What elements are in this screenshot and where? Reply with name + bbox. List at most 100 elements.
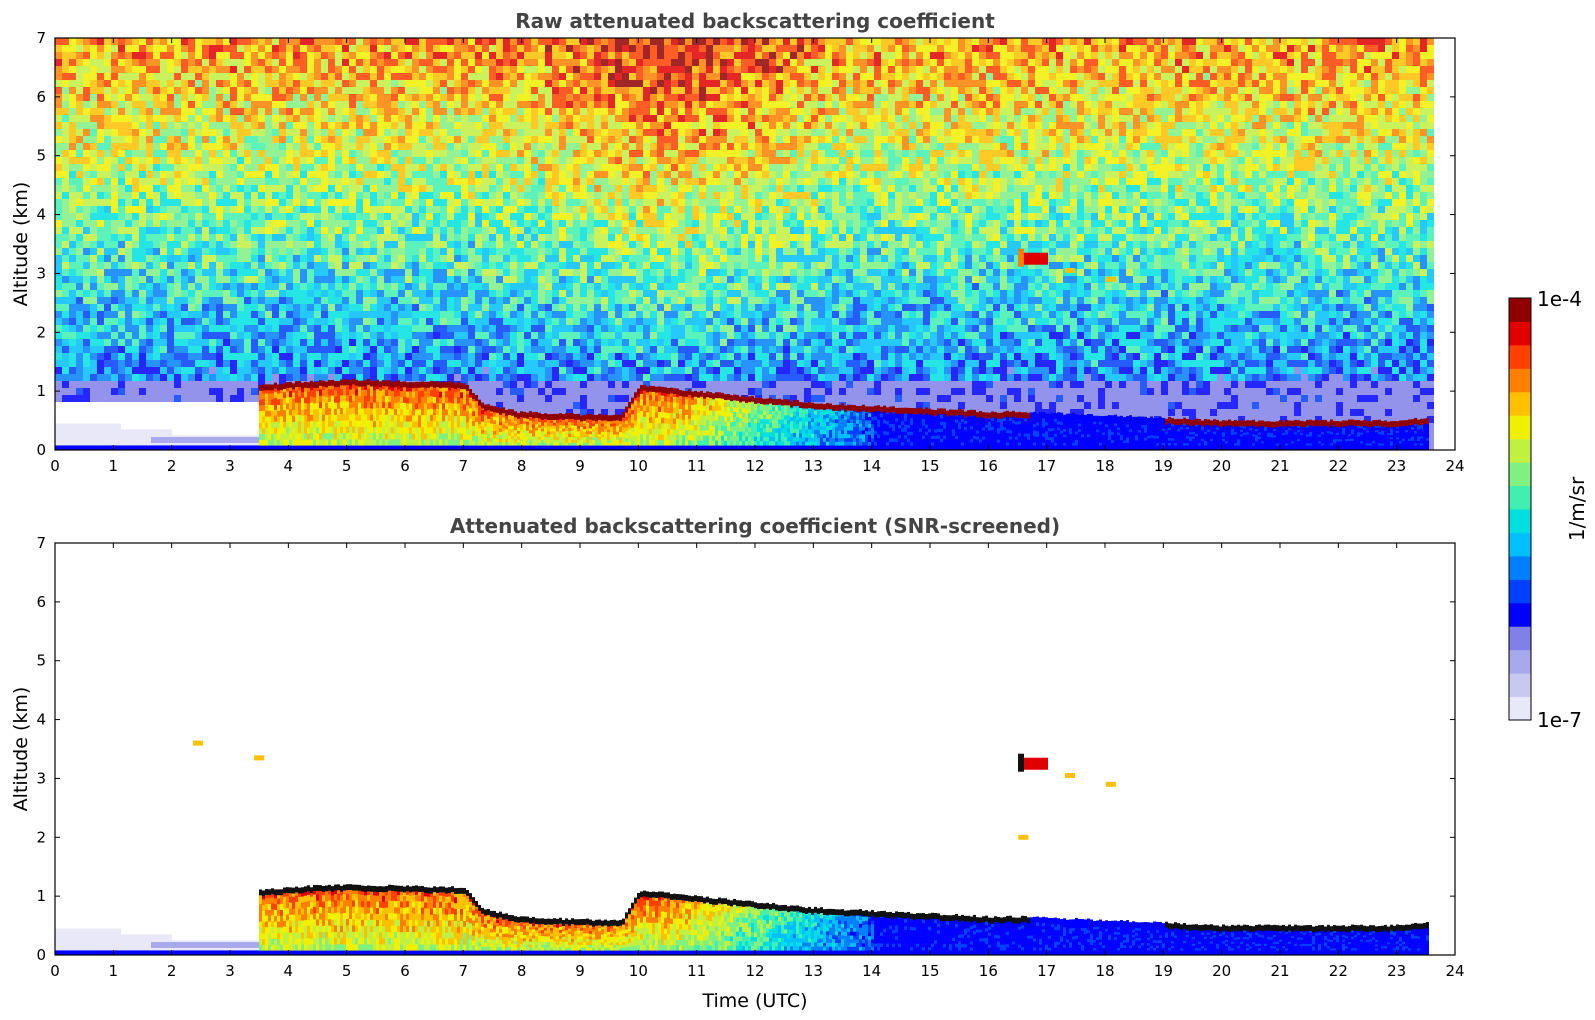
noise-cell	[300, 290, 307, 297]
noise-cell	[174, 227, 181, 234]
noise-cell	[356, 129, 363, 136]
noise-cell	[657, 325, 664, 332]
noise-cell	[104, 248, 111, 255]
noise-cell	[342, 367, 349, 374]
noise-cell	[286, 283, 293, 290]
noise-cell	[447, 115, 454, 122]
noise-cell	[335, 108, 342, 115]
noise-cell	[160, 87, 167, 94]
noise-cell	[398, 367, 405, 374]
noise-cell	[489, 38, 496, 45]
noise-cell	[342, 157, 349, 164]
noise-cell	[181, 213, 188, 220]
noise-cell	[300, 346, 307, 353]
noise-cell	[594, 59, 601, 66]
noise-cell	[496, 290, 503, 297]
noise-cell	[328, 297, 335, 304]
noise-cell	[139, 255, 146, 262]
noise-cell	[153, 143, 160, 150]
noise-cell	[139, 388, 146, 395]
noise-cell	[104, 59, 111, 66]
noise-cell	[517, 157, 524, 164]
noise-cell	[377, 367, 384, 374]
noise-cell	[573, 262, 580, 269]
noise-cell	[230, 122, 237, 129]
noise-cell	[118, 255, 125, 262]
noise-cell	[209, 115, 216, 122]
noise-cell	[244, 255, 251, 262]
noise-cell	[454, 227, 461, 234]
noise-cell	[370, 115, 377, 122]
noise-cell	[286, 136, 293, 143]
noise-cell	[55, 332, 62, 339]
noise-cell	[580, 164, 587, 171]
noise-cell	[314, 115, 321, 122]
noise-cell	[118, 276, 125, 283]
noise-cell	[433, 108, 440, 115]
noise-cell	[517, 332, 524, 339]
noise-cell	[335, 241, 342, 248]
noise-cell	[167, 213, 174, 220]
noise-cell	[307, 262, 314, 269]
noise-cell	[405, 318, 412, 325]
noise-cell	[90, 213, 97, 220]
noise-cell	[104, 304, 111, 311]
noise-cell	[216, 108, 223, 115]
noise-cell	[279, 87, 286, 94]
noise-cell	[405, 262, 412, 269]
noise-cell	[426, 353, 433, 360]
noise-cell	[384, 136, 391, 143]
noise-cell	[251, 304, 258, 311]
noise-cell	[384, 353, 391, 360]
noise-cell	[594, 409, 601, 416]
noise-cell	[657, 346, 664, 353]
noise-cell	[503, 94, 510, 101]
noise-cell	[356, 374, 363, 381]
noise-cell	[237, 115, 244, 122]
noise-cell	[468, 115, 475, 122]
noise-cell	[573, 311, 580, 318]
noise-cell	[125, 171, 132, 178]
noise-cell	[517, 360, 524, 367]
noise-cell	[55, 185, 62, 192]
noise-cell	[510, 381, 517, 388]
noise-cell	[223, 374, 230, 381]
noise-cell	[489, 136, 496, 143]
noise-cell	[167, 283, 174, 290]
noise-cell	[370, 122, 377, 129]
noise-cell	[391, 220, 398, 227]
noise-cell	[524, 192, 531, 199]
noise-cell	[426, 255, 433, 262]
noise-cell	[335, 227, 342, 234]
noise-cell	[146, 297, 153, 304]
noise-cell	[433, 129, 440, 136]
noise-cell	[391, 52, 398, 59]
noise-cell	[391, 94, 398, 101]
noise-cell	[601, 87, 608, 94]
noise-cell	[83, 311, 90, 318]
noise-cell	[433, 171, 440, 178]
noise-cell	[650, 38, 657, 45]
noise-cell	[76, 199, 83, 206]
noise-cell	[258, 318, 265, 325]
noise-cell	[503, 115, 510, 122]
noise-cell	[503, 129, 510, 136]
noise-cell	[461, 185, 468, 192]
noise-cell	[426, 45, 433, 52]
noise-cell	[167, 248, 174, 255]
noise-cell	[552, 108, 559, 115]
noise-cell	[251, 346, 258, 353]
noise-cell	[265, 73, 272, 80]
noise-cell	[608, 297, 615, 304]
noise-cell	[419, 192, 426, 199]
noise-cell	[237, 94, 244, 101]
noise-cell	[90, 297, 97, 304]
noise-cell	[244, 171, 251, 178]
noise-cell	[167, 94, 174, 101]
noise-cell	[188, 297, 195, 304]
noise-cell	[111, 283, 118, 290]
noise-cell	[461, 178, 468, 185]
noise-cell	[118, 164, 125, 171]
noise-cell	[391, 311, 398, 318]
noise-cell	[594, 129, 601, 136]
